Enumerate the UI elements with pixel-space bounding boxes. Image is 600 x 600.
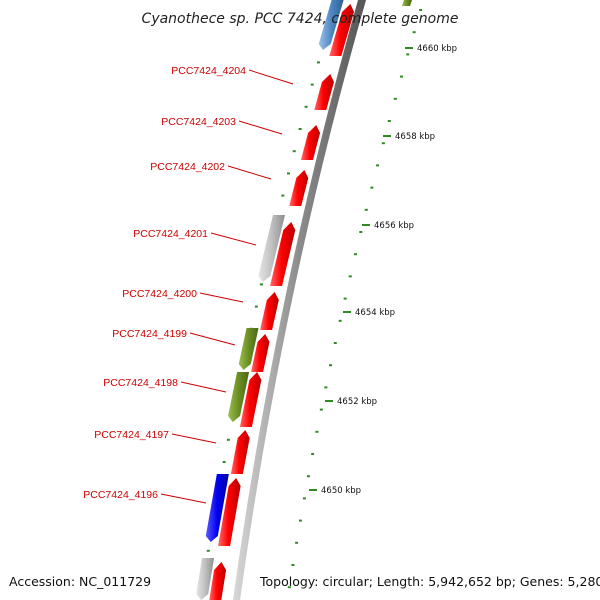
- scale-label: 4654 kbp: [355, 308, 395, 318]
- gene-label: PCC7424_4200: [122, 288, 197, 300]
- gene-track: [196, 0, 412, 600]
- label-leader-lines: [160, 69, 294, 504]
- label-leader: [210, 232, 257, 246]
- accession-text: Accession: NC_011729: [9, 574, 151, 589]
- reverse-gene-grey: [196, 558, 215, 600]
- gene-label: PCC7424_4202: [150, 161, 225, 173]
- forward-gene-arrow: [289, 170, 309, 206]
- reverse-gene-olive: [228, 372, 250, 422]
- reverse-gene-olive: [238, 328, 259, 370]
- forward-gene-arrow: [230, 430, 250, 474]
- genome-backbone: [233, 0, 366, 600]
- scale-label: 4652 kbp: [337, 397, 377, 407]
- forward-gene-arrow: [209, 562, 227, 600]
- reverse-gene-blue: [205, 474, 229, 542]
- gene-label: PCC7424_4204: [171, 65, 246, 77]
- gene-fragment: [402, 0, 412, 6]
- forward-gene-arrow: [260, 292, 279, 330]
- forward-gene-arrow: [218, 478, 241, 546]
- label-leader: [171, 433, 217, 444]
- reverse-gene-steel: [318, 0, 344, 50]
- forward-gene-arrow: [314, 74, 334, 110]
- topology-text: Topology: circular; Length: 5,942,652 bp…: [259, 574, 600, 589]
- scale-label: 4660 kbp: [417, 44, 457, 54]
- forward-gene-arrow: [300, 125, 321, 160]
- forward-gene-arrow: [329, 4, 355, 56]
- label-leader: [160, 493, 207, 504]
- gene-labels: PCC7424_4204 PCC7424_4203 PCC7424_4202 PCC7…: [83, 65, 246, 501]
- label-leader: [248, 69, 294, 85]
- outer-tick-ring: [287, 9, 423, 589]
- gene-label: PCC7424_4198: [103, 377, 178, 389]
- gene-label: PCC7424_4196: [83, 489, 158, 501]
- label-leader: [227, 165, 272, 180]
- label-leader: [189, 332, 236, 346]
- scale-labels: 4660 kbp 4658 kbp 4656 kbp 4654 kbp 4652 kbp…: [309, 44, 457, 496]
- forward-gene-arrow: [270, 222, 296, 286]
- label-leader: [180, 381, 227, 393]
- scale-label: 4650 kbp: [321, 486, 361, 496]
- reverse-gene-grey: [258, 215, 285, 282]
- forward-gene-arrow: [251, 334, 270, 372]
- gene-label: PCC7424_4197: [94, 429, 169, 441]
- gene-label: PCC7424_4199: [112, 328, 187, 340]
- scale-label: 4658 kbp: [395, 132, 435, 142]
- forward-gene-arrow: [239, 372, 262, 427]
- gene-label: PCC7424_4201: [133, 228, 208, 240]
- label-leader: [199, 292, 244, 303]
- map-title: Cyanothece sp. PCC 7424, complete genome: [142, 11, 459, 27]
- gene-label: PCC7424_4203: [161, 116, 236, 128]
- scale-label: 4656 kbp: [374, 221, 414, 231]
- label-leader: [238, 120, 283, 135]
